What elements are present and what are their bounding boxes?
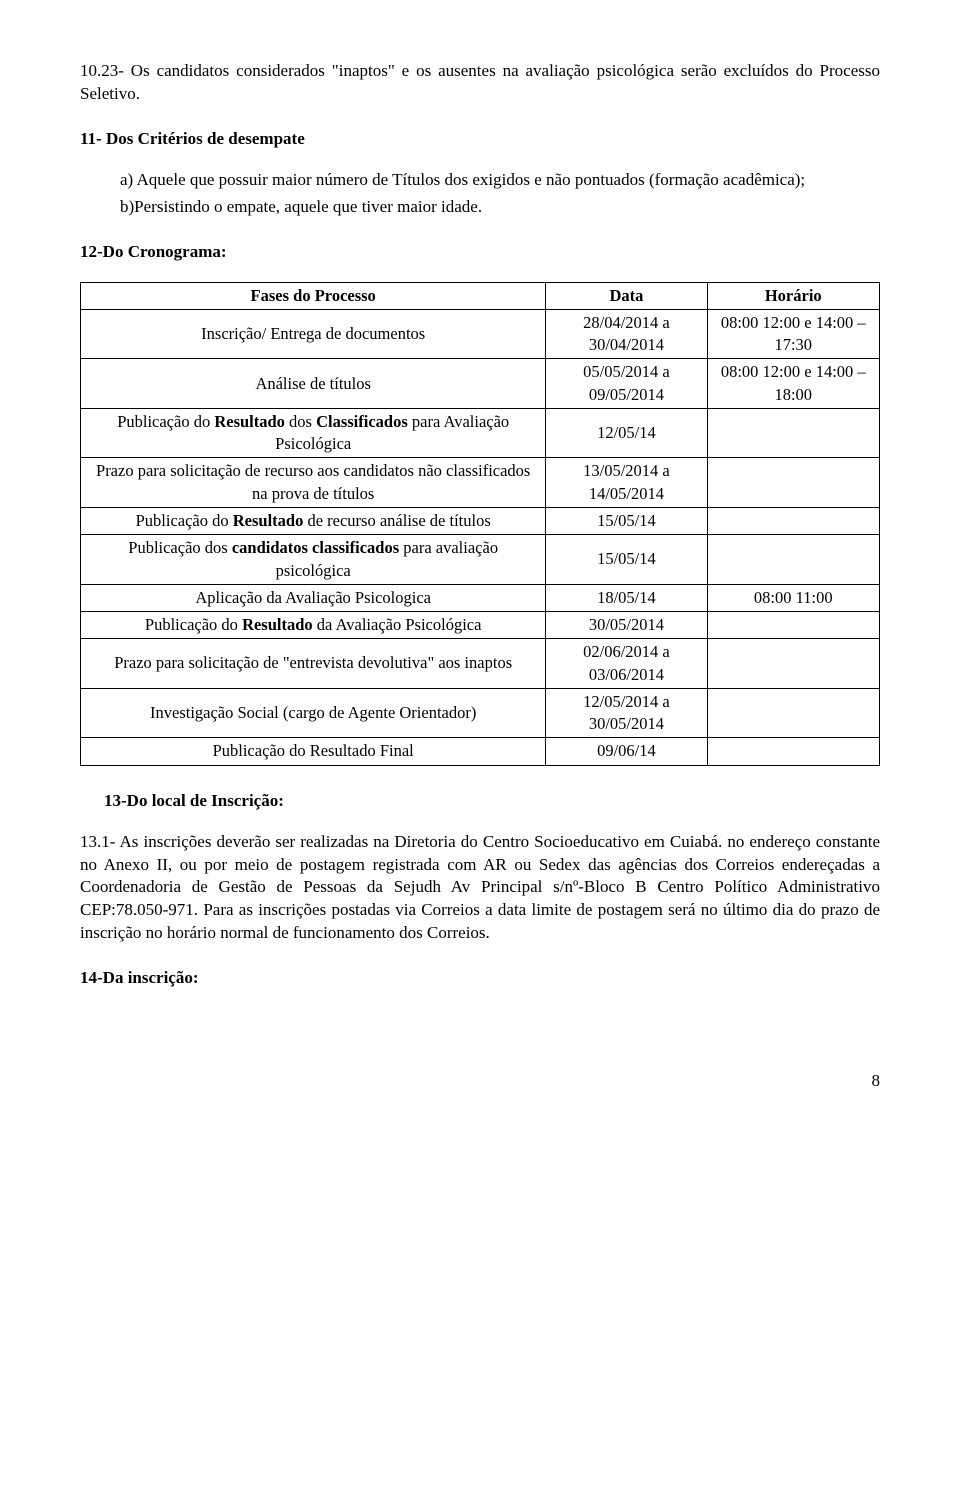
cell-time	[707, 639, 879, 689]
cell-date: 13/05/2014 a 14/05/2014	[546, 458, 707, 508]
cell-phase: Aplicação da Avaliação Psicologica	[81, 584, 546, 611]
cell-phase: Publicação do Resultado Final	[81, 738, 546, 765]
cronograma-table: Fases do Processo Data Horário Inscrição…	[80, 282, 880, 766]
cell-phase: Publicação do Resultado de recurso análi…	[81, 508, 546, 535]
cell-phase: Inscrição/ Entrega de documentos	[81, 309, 546, 359]
cell-date: 09/06/14	[546, 738, 707, 765]
item-11a: a) Aquele que possuir maior número de Tí…	[120, 169, 880, 192]
cell-date: 12/05/14	[546, 408, 707, 458]
cell-date: 15/05/14	[546, 508, 707, 535]
table-row: Investigação Social (cargo de Agente Ori…	[81, 688, 880, 738]
cell-time	[707, 612, 879, 639]
para-10-23: 10.23- Os candidatos considerados "inapt…	[80, 60, 880, 106]
table-row: Inscrição/ Entrega de documentos28/04/20…	[81, 309, 880, 359]
cell-time: 08:00 12:00 e 14:00 – 18:00	[707, 359, 879, 409]
page-number: 8	[80, 1070, 880, 1093]
cell-phase: Publicação dos candidatos classificados …	[81, 535, 546, 585]
cell-phase: Prazo para solicitação de "entrevista de…	[81, 639, 546, 689]
cell-time: 08:00 11:00	[707, 584, 879, 611]
cell-time	[707, 508, 879, 535]
cell-time	[707, 458, 879, 508]
th-horario: Horário	[707, 282, 879, 309]
cell-date: 02/06/2014 a 03/06/2014	[546, 639, 707, 689]
cell-time	[707, 535, 879, 585]
th-data: Data	[546, 282, 707, 309]
cell-time	[707, 738, 879, 765]
para-13-1: 13.1- As inscrições deverão ser realizad…	[80, 831, 880, 946]
table-row: Publicação do Resultado da Avaliação Psi…	[81, 612, 880, 639]
heading-12: 12-Do Cronograma:	[80, 241, 880, 264]
cell-phase: Publicação do Resultado da Avaliação Psi…	[81, 612, 546, 639]
cell-phase: Prazo para solicitação de recurso aos ca…	[81, 458, 546, 508]
cell-time	[707, 408, 879, 458]
cell-date: 15/05/14	[546, 535, 707, 585]
cell-date: 18/05/14	[546, 584, 707, 611]
heading-11: 11- Dos Critérios de desempate	[80, 128, 880, 151]
cell-date: 12/05/2014 a 30/05/2014	[546, 688, 707, 738]
cell-phase: Investigação Social (cargo de Agente Ori…	[81, 688, 546, 738]
cell-date: 05/05/2014 a 09/05/2014	[546, 359, 707, 409]
heading-14: 14-Da inscrição:	[80, 967, 880, 990]
cell-date: 28/04/2014 a 30/04/2014	[546, 309, 707, 359]
table-row: Prazo para solicitação de "entrevista de…	[81, 639, 880, 689]
table-header-row: Fases do Processo Data Horário	[81, 282, 880, 309]
table-row: Publicação do Resultado de recurso análi…	[81, 508, 880, 535]
cell-time	[707, 688, 879, 738]
cell-phase: Análise de títulos	[81, 359, 546, 409]
heading-13: 13-Do local de Inscrição:	[104, 790, 880, 813]
table-row: Publicação do Resultado dos Classificado…	[81, 408, 880, 458]
table-row: Publicação do Resultado Final09/06/14	[81, 738, 880, 765]
cell-phase: Publicação do Resultado dos Classificado…	[81, 408, 546, 458]
table-row: Prazo para solicitação de recurso aos ca…	[81, 458, 880, 508]
table-row: Aplicação da Avaliação Psicologica18/05/…	[81, 584, 880, 611]
cell-date: 30/05/2014	[546, 612, 707, 639]
cell-time: 08:00 12:00 e 14:00 – 17:30	[707, 309, 879, 359]
th-fases: Fases do Processo	[81, 282, 546, 309]
table-row: Publicação dos candidatos classificados …	[81, 535, 880, 585]
table-row: Análise de títulos05/05/2014 a 09/05/201…	[81, 359, 880, 409]
item-11b: b)Persistindo o empate, aquele que tiver…	[120, 196, 880, 219]
